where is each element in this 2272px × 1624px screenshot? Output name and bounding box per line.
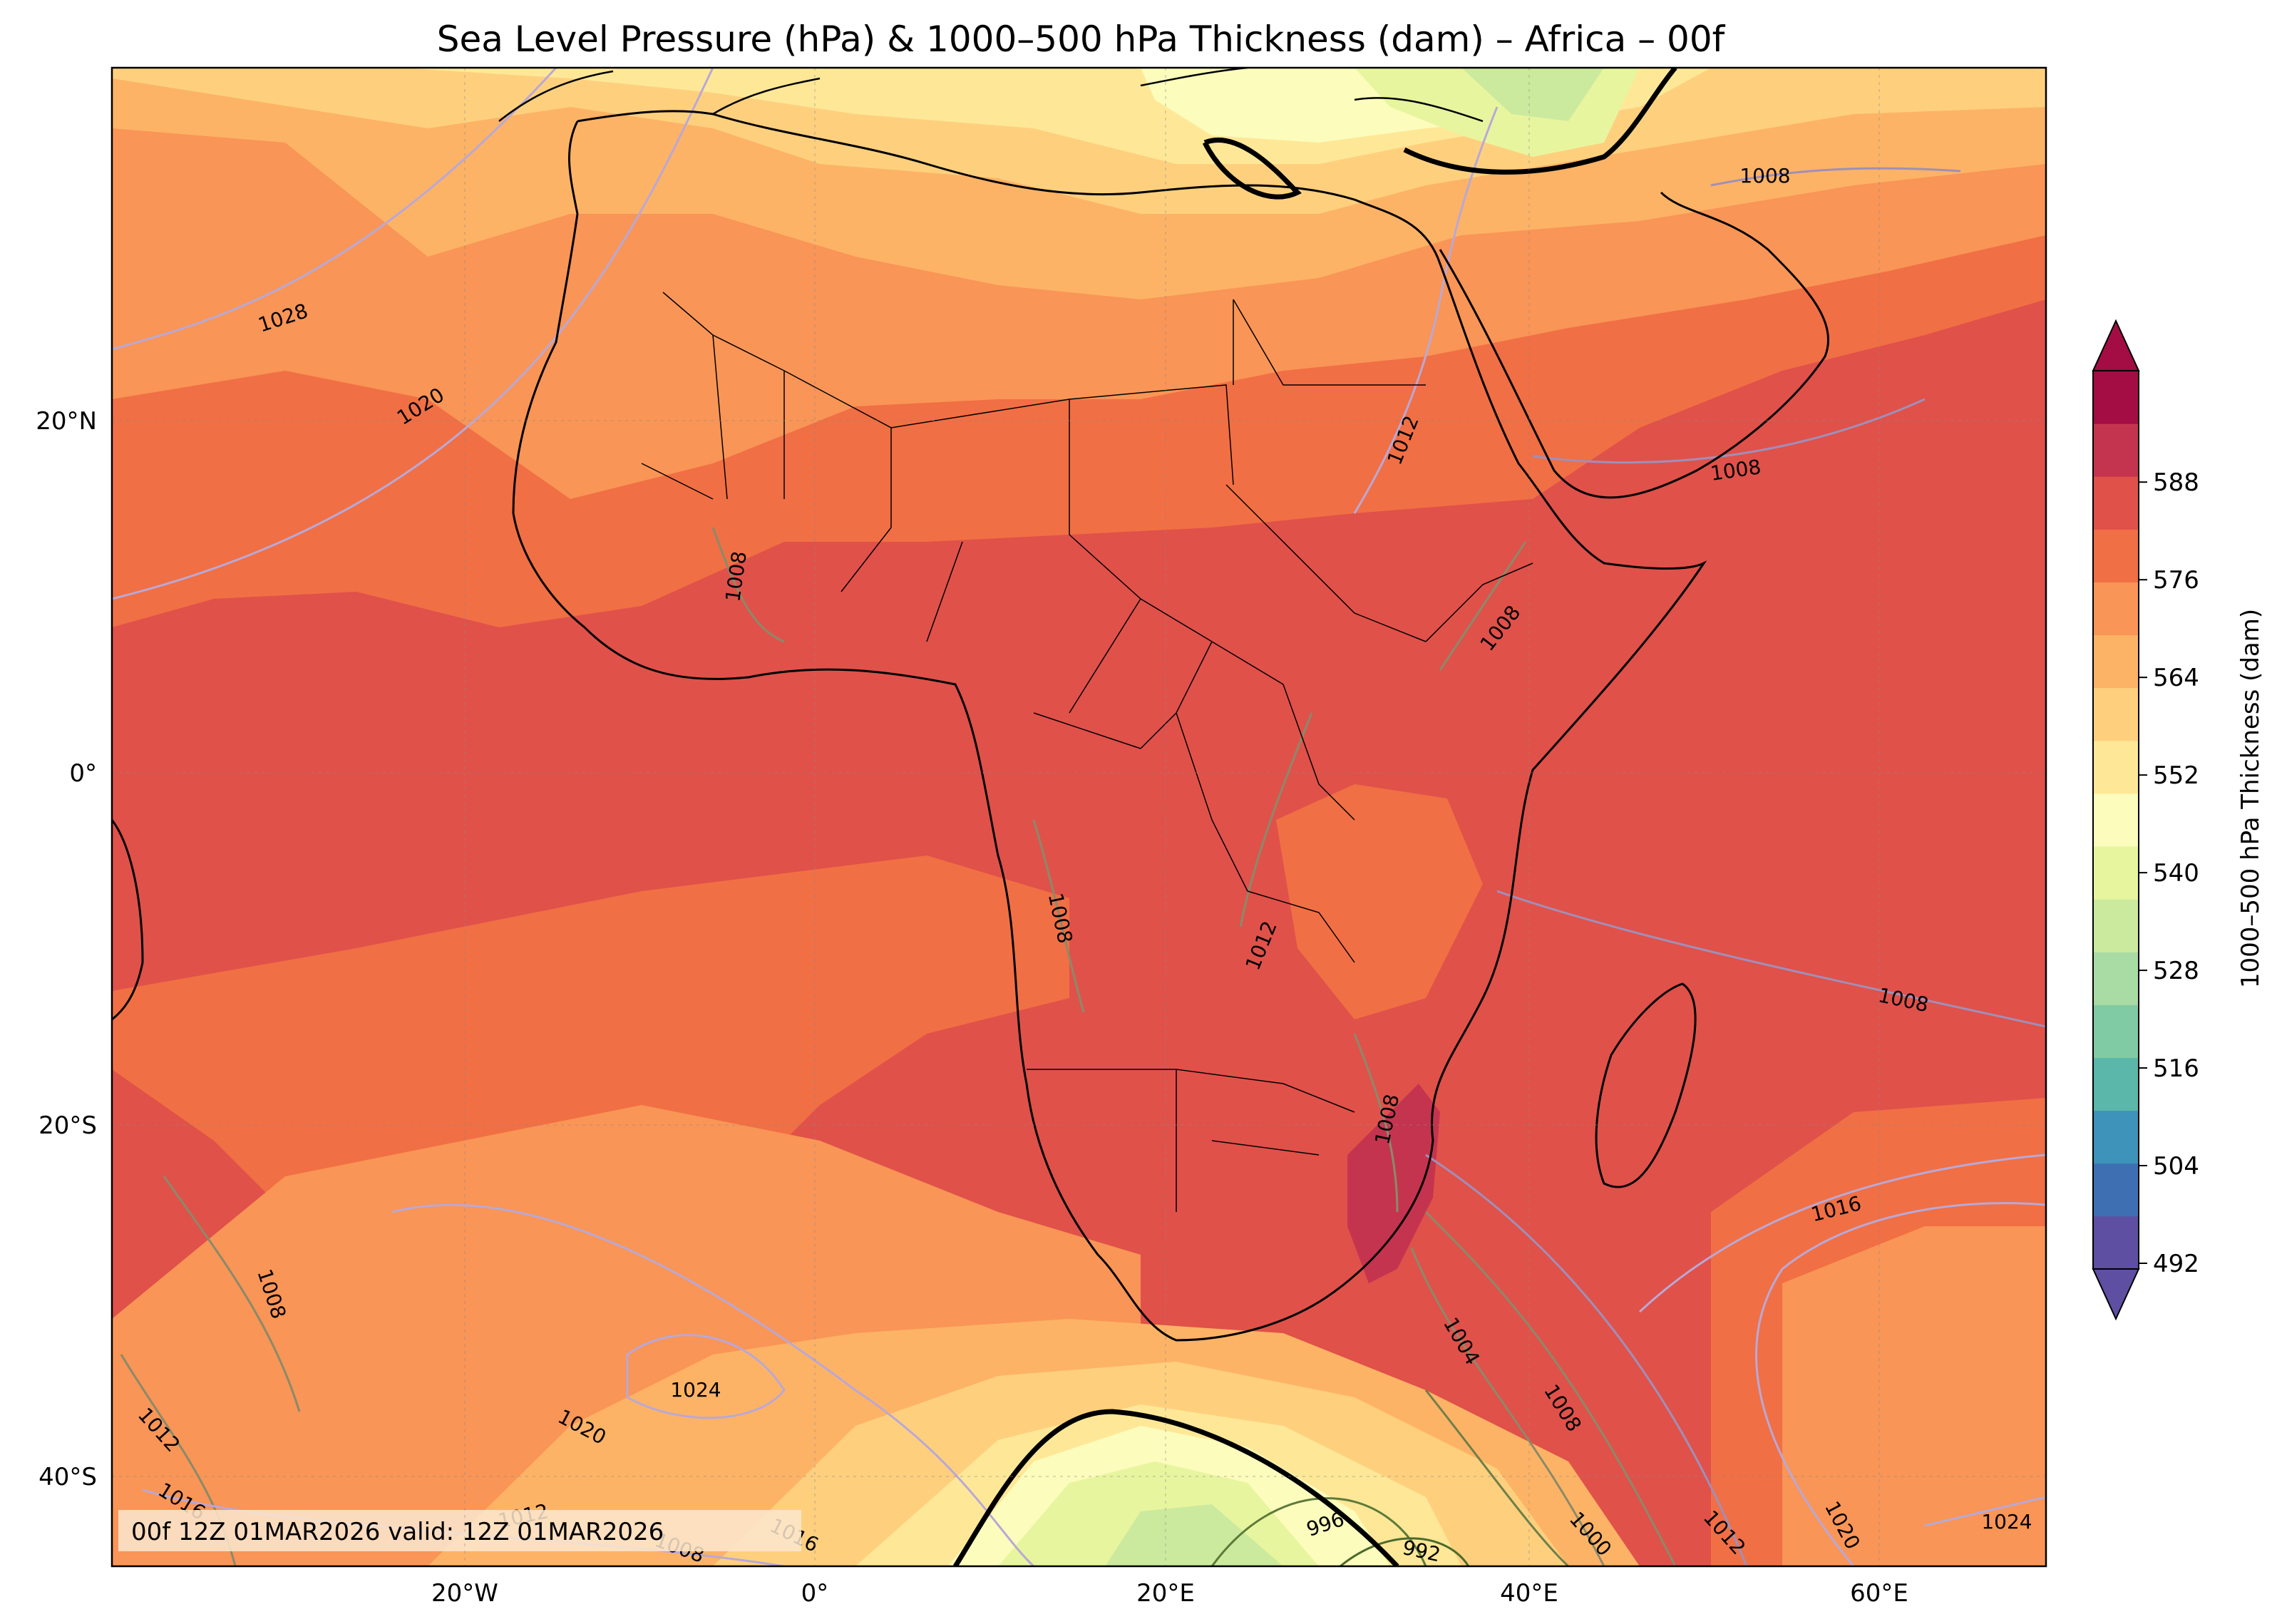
colorbar-tick-label: 564	[2153, 664, 2199, 692]
lat-tick-label: 40°S	[38, 1463, 97, 1491]
thickness-546-mediterranean	[1403, 68, 1677, 175]
isobar-1024-indian	[1924, 1496, 2046, 1527]
lon-tick-label: 60°E	[1850, 1579, 1908, 1608]
contour-label: 1024	[1981, 1510, 2032, 1533]
validity-stamp: 00f 12Z 01MAR2026 valid: 12Z 01MAR2026	[131, 1518, 664, 1546]
validity-stamp-box	[118, 1510, 801, 1551]
chart-title: Sea Level Pressure (hPa) & 1000–500 hPa …	[437, 19, 1726, 60]
lat-tick-label: 20°S	[38, 1111, 97, 1140]
country-borders	[641, 292, 1533, 1212]
latitude-tick-labels: 20°N 0° 20°S 40°S	[36, 407, 97, 1491]
isobar-1008-south	[1424, 1211, 1677, 1566]
isobar-996	[1210, 1497, 1427, 1566]
colorbar-swatch	[2093, 476, 2139, 530]
longitude-tick-labels: 20°W 0° 20°E 40°E 60°E	[431, 1579, 1908, 1608]
colorbar-swatch	[2093, 582, 2139, 636]
colorbar-swatch	[2093, 1057, 2139, 1111]
thickness-band-564-se-indian	[1782, 1226, 2046, 1566]
colorbar-frame	[2092, 370, 2139, 1270]
lat-tick-label: 20°N	[36, 407, 97, 436]
thickness-546-north	[1202, 138, 1302, 200]
colorbar-swatch	[2093, 1163, 2139, 1217]
lon-tick-label: 0°	[801, 1579, 829, 1608]
colorbar-swatch	[2093, 371, 2139, 424]
colorbar-extend-min	[2092, 1268, 2140, 1321]
colorbar-tick-label: 528	[2153, 957, 2199, 985]
coastlines-and-borders	[112, 68, 1829, 1342]
madagascar-coastline	[1595, 982, 1697, 1188]
colorbar-swatch	[2093, 846, 2139, 900]
isobar-1012	[1353, 106, 1499, 514]
colorbar-tick-label: 552	[2153, 761, 2199, 790]
map-gridlines	[112, 68, 2046, 1566]
thickness-546-line	[953, 68, 1677, 1566]
isobar-1020-indian	[1755, 1202, 2046, 1566]
thickness-band-582-southern-africa	[1347, 1084, 1440, 1283]
thickness-band-528-south	[1105, 1504, 1283, 1566]
isobar-1008-ethiopia	[1439, 541, 1527, 671]
colorbar-tick-label: 492	[2153, 1250, 2199, 1278]
colorbar-tick-label: 588	[2153, 468, 2199, 497]
contour-label: 1008	[1739, 164, 1790, 187]
isobar-1024-atlantic	[626, 1334, 786, 1419]
colorbar-tick-label: 504	[2153, 1152, 2199, 1181]
arabian-peninsula-coastline	[1439, 191, 1829, 499]
colorbar-swatch	[2093, 1110, 2139, 1164]
isobar-1008-atlantic	[163, 1176, 301, 1412]
isobar-1008-west-africa	[711, 527, 785, 643]
colorbar-swatch	[2093, 1004, 2139, 1059]
colorbar-swatch	[2093, 952, 2139, 1005]
isobar-1016-indian	[1638, 1153, 2046, 1313]
map-frame	[110, 66, 2047, 1568]
colorbar-tick-label: 576	[2153, 566, 2199, 595]
colorbar-tick-label: 540	[2153, 859, 2199, 888]
isobar-1000	[1424, 1389, 1570, 1566]
thickness-band-570-east-africa	[1276, 784, 1483, 1019]
colorbar-swatch	[2093, 793, 2139, 847]
isobar-1028	[112, 68, 557, 351]
isobar-1020	[112, 68, 714, 600]
colorbar-swatch	[2093, 899, 2139, 952]
colorbar-swatch	[2093, 1216, 2139, 1270]
colorbar-swatch	[2093, 529, 2139, 582]
south-america-coastline	[112, 819, 144, 1021]
isobar-1008-indian	[1496, 890, 2046, 1028]
lon-tick-label: 40°E	[1500, 1579, 1558, 1608]
isobar-1008-arabia	[1532, 398, 1926, 464]
isobar-992	[1340, 1537, 1470, 1566]
colorbar-swatch	[2093, 740, 2139, 794]
colorbar-swatch	[2093, 634, 2139, 689]
colorbar-swatch	[2093, 423, 2139, 477]
map-panel: 1028 1020 1008 1012 1008 1008 1008 1008 …	[112, 68, 2046, 1566]
thickness-546-south	[953, 1409, 1399, 1566]
isobar-1008-iran	[1710, 167, 1961, 187]
colorbar-swatch	[2093, 687, 2139, 741]
lon-tick-label: 20°W	[431, 1579, 498, 1608]
contour-label: 1024	[670, 1378, 721, 1402]
africa-coastline	[512, 110, 1707, 1342]
isobar-1008-angola	[1032, 819, 1085, 1013]
isobar-1004	[1410, 1247, 1605, 1566]
lat-tick-label: 0°	[69, 759, 97, 788]
isobar-1012-south	[1425, 1153, 1748, 1566]
colorbar-extend-max	[2092, 319, 2140, 371]
thickness-band-528-north	[1461, 68, 1604, 121]
colorbar-label: 1000–500 hPa Thickness (dam)	[2236, 609, 2265, 988]
isobar-1008-mozambique	[1353, 1033, 1399, 1213]
isobar-1012-central	[1239, 712, 1313, 927]
colorbar-tick-label: 516	[2153, 1054, 2199, 1083]
colorbar: 492 504 516 528 540 552 564 576 588	[2092, 319, 2199, 1321]
lon-tick-label: 20°E	[1136, 1579, 1195, 1608]
mediterranean-coastline	[498, 68, 1484, 123]
